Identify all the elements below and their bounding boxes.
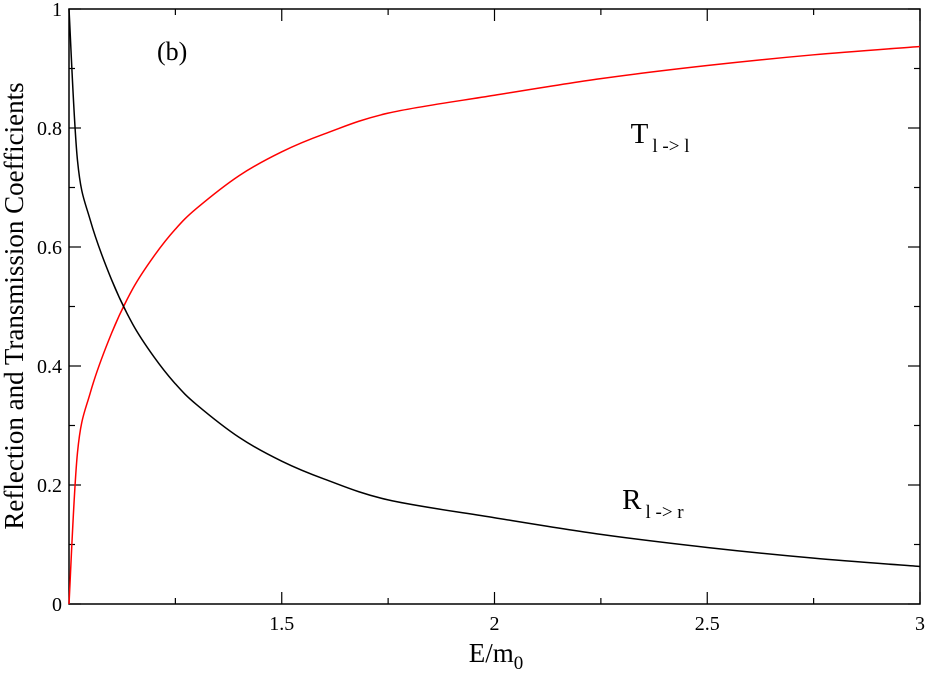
y-tick-label: 1 — [52, 0, 62, 21]
y-tick-label: 0.4 — [37, 356, 62, 378]
series-layer — [68, 8, 921, 605]
x-axis-ticks: 1.5 2 2.5 3 — [174, 9, 925, 635]
x-axis-title-sub: 0 — [514, 653, 524, 674]
x-axis-title: E/m0 — [469, 638, 524, 674]
x-tick-label: 2 — [490, 613, 500, 635]
y-tick-label: 0.8 — [37, 118, 62, 140]
annotation-subscript: l -> l — [652, 136, 689, 157]
x-tick-label: 3 — [915, 613, 925, 635]
annotation-main: R — [622, 484, 642, 516]
y-axis-ticks: 0 0.2 0.4 0.6 0.8 1 — [37, 0, 920, 616]
plot-frame-group — [68, 8, 921, 605]
y-tick-label: 0.6 — [37, 237, 62, 259]
x-tick-label: 2.5 — [695, 613, 720, 635]
x-axis-title-main: E/m — [469, 638, 514, 668]
plot-frame — [68, 8, 921, 605]
series-line-1 — [68, 45, 921, 605]
y-tick-label: 0.2 — [37, 475, 62, 497]
series-line-2 — [68, 8, 921, 568]
y-axis-title: Reflection and Transmission Coefficients — [0, 82, 29, 529]
y-tick-label: 0 — [52, 594, 62, 616]
x-tick-label: 1.5 — [269, 613, 294, 635]
annotation-subscript: l -> r — [645, 502, 684, 523]
panel-label: (b) — [157, 37, 187, 66]
annotation-main: T — [631, 118, 649, 150]
